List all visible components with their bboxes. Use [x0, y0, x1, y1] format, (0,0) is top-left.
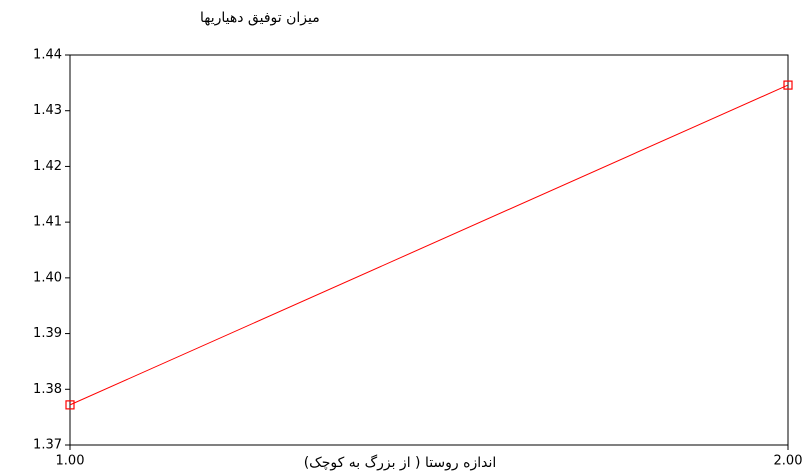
y-tick-label: 1.43: [33, 103, 62, 118]
y-tick-label: 1.39: [33, 326, 62, 341]
y-tick-label: 1.44: [33, 48, 62, 63]
y-tick-label: 1.37: [33, 438, 62, 453]
y-tick-label: 1.42: [33, 159, 62, 174]
data-line: [69, 84, 789, 406]
y-tick-label: 1.38: [33, 382, 62, 397]
x-tick-label: 2.00: [774, 454, 803, 469]
data-point: [783, 80, 793, 90]
x-axis-title: اندازه روستا ( از بزرگ به کوچک): [304, 453, 497, 471]
x-tick-label: 1.00: [56, 454, 85, 469]
data-point: [65, 400, 75, 410]
y-tick-label: 1.41: [33, 215, 62, 230]
plot-frame: [69, 54, 789, 446]
y-tick-label: 1.40: [33, 270, 62, 285]
y-axis-title: میزان توفیق دهیاریها: [200, 10, 320, 26]
